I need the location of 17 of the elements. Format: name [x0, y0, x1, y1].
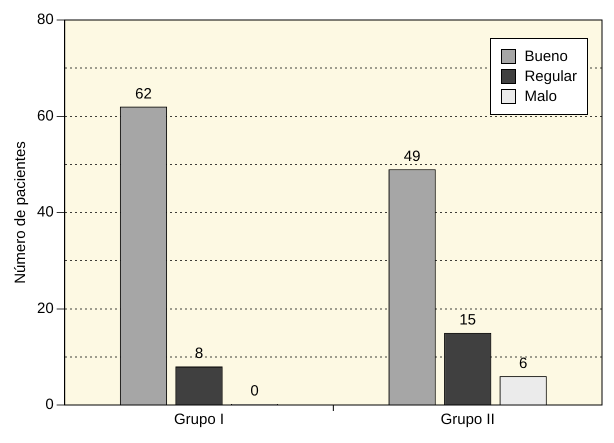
y-tick-label: 0 [45, 396, 54, 414]
legend-label: Regular [524, 68, 577, 85]
y-tick-label: 80 [36, 11, 54, 28]
legend-label: Malo [524, 88, 557, 105]
x-tick-label: Grupo I [174, 411, 224, 428]
y-tick-label: 40 [36, 204, 54, 221]
data-label: 0 [250, 382, 259, 400]
data-label: 8 [194, 345, 204, 362]
y-tick-label: 60 [36, 107, 54, 124]
data-label: 6 [519, 354, 528, 372]
x-tick-label: Grupo II [440, 411, 495, 428]
data-label: 62 [135, 85, 152, 102]
y-tick-label: 20 [36, 300, 54, 317]
data-label: 49 [404, 148, 420, 165]
legend-label: Bueno [524, 48, 568, 65]
y-axis-title: Número de pacientes [12, 141, 30, 284]
data-label: 15 [459, 311, 476, 328]
